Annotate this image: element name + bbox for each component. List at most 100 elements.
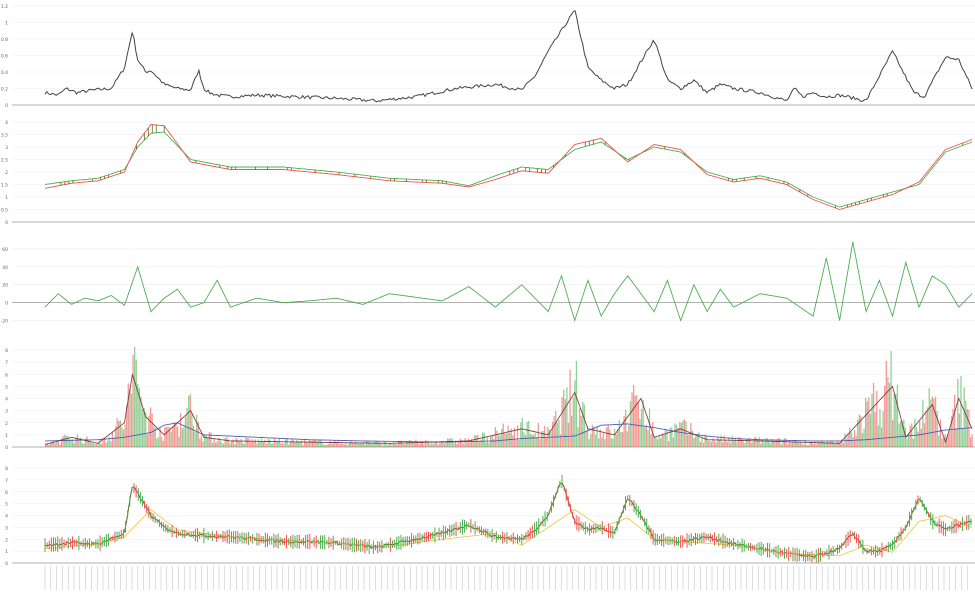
volume-bar xyxy=(958,413,961,447)
volume-bar xyxy=(569,369,571,447)
volume-bar xyxy=(81,442,83,447)
volume-bar xyxy=(138,387,141,447)
volume-bar xyxy=(292,440,295,447)
volume-bar xyxy=(613,428,616,447)
volume-bar xyxy=(299,441,301,447)
volume-bar xyxy=(855,435,857,447)
volume-bar xyxy=(246,438,249,447)
volume-bar xyxy=(350,440,352,447)
volume-bar xyxy=(111,431,114,447)
volume-bar xyxy=(688,434,690,447)
volume-bar xyxy=(122,429,125,447)
volume-bar xyxy=(567,423,570,447)
volume-bar xyxy=(296,440,298,447)
volume-bar xyxy=(110,441,112,447)
volume-bar xyxy=(896,384,899,447)
volume-bar xyxy=(663,434,665,447)
volume-bar xyxy=(335,442,338,447)
volume-bar xyxy=(230,441,233,447)
volume-bar xyxy=(106,440,109,447)
volume-bar xyxy=(491,435,493,447)
volume-bar xyxy=(524,435,527,447)
volume-bar xyxy=(356,442,358,447)
volume-bar xyxy=(420,442,422,447)
volume-bar xyxy=(515,439,517,447)
y-tick-label: 60 xyxy=(2,247,8,253)
volume-bar xyxy=(540,431,543,447)
volume-bar xyxy=(963,387,965,447)
volume-bar xyxy=(849,427,851,447)
volume-bar xyxy=(734,437,736,447)
volume-bar xyxy=(354,441,357,447)
volume-bar xyxy=(652,422,654,447)
volume-bar xyxy=(768,440,770,447)
volume-bar xyxy=(680,423,682,447)
y-tick-label: 7 xyxy=(5,360,8,366)
volume-bar xyxy=(772,440,775,447)
volume-bar xyxy=(146,434,149,447)
y-tick-label: 0.2 xyxy=(1,87,8,93)
y-tick-label: 1 xyxy=(5,549,8,555)
volume-bar xyxy=(229,443,231,447)
volume-bar xyxy=(599,429,601,447)
volume-bar xyxy=(634,395,636,447)
volume-bar xyxy=(372,443,374,447)
volume-bar xyxy=(270,443,272,447)
volume-bar xyxy=(130,393,133,447)
volume-bar xyxy=(421,441,423,447)
volume-bar xyxy=(661,433,663,447)
volume-bar xyxy=(879,409,881,447)
volume-bar xyxy=(489,436,492,447)
volume-bar xyxy=(315,439,317,447)
volume-bar xyxy=(693,438,695,447)
volume-bar xyxy=(564,399,566,447)
volume-bar xyxy=(472,441,474,447)
volume-bar xyxy=(744,443,746,447)
volume-bar xyxy=(284,439,287,447)
volume-bar xyxy=(820,441,822,447)
volume-bar xyxy=(782,439,784,447)
y-tick-label: 6 xyxy=(5,490,8,496)
volume-bar xyxy=(707,441,709,447)
volume-bar xyxy=(682,420,684,447)
volume-bar xyxy=(841,439,843,447)
volume-bar xyxy=(955,428,957,447)
volume-bar xyxy=(72,439,74,447)
volume-bar xyxy=(70,439,72,447)
volume-bar xyxy=(830,440,832,447)
volume-bar xyxy=(645,424,647,447)
volume-bar xyxy=(965,400,967,447)
volume-bar xyxy=(326,444,328,447)
y-tick-label: 0 xyxy=(5,445,8,451)
volume-bar xyxy=(159,427,161,447)
volume-bar xyxy=(753,437,756,447)
volume-bar xyxy=(953,394,956,447)
volume-bar xyxy=(386,445,388,447)
volume-bar xyxy=(926,407,929,447)
volume-bar xyxy=(286,438,288,447)
volume-bar xyxy=(844,433,846,447)
volume-bar xyxy=(747,438,749,447)
volume-bar xyxy=(696,434,698,447)
volume-bar xyxy=(49,443,52,447)
volume-bar xyxy=(424,440,427,447)
volume-bar xyxy=(308,439,311,447)
volume-bar xyxy=(609,429,611,447)
volume-bar xyxy=(806,444,808,447)
volume-bar xyxy=(46,443,48,447)
volume-bar xyxy=(447,438,449,447)
volume-bar xyxy=(102,438,104,447)
volume-bar xyxy=(367,442,369,447)
volume-bar xyxy=(148,415,150,447)
y-tick-label: 0 xyxy=(5,561,8,567)
volume-bar xyxy=(510,428,512,447)
volume-bar xyxy=(653,437,655,447)
volume-bar xyxy=(960,375,962,447)
volume-bar xyxy=(132,354,134,447)
volume-bar xyxy=(869,413,872,447)
volume-bar xyxy=(84,438,87,447)
y-tick-label: 5 xyxy=(5,502,8,508)
volume-bar xyxy=(756,439,759,447)
volume-bar xyxy=(639,419,641,447)
volume-bar xyxy=(828,443,830,447)
